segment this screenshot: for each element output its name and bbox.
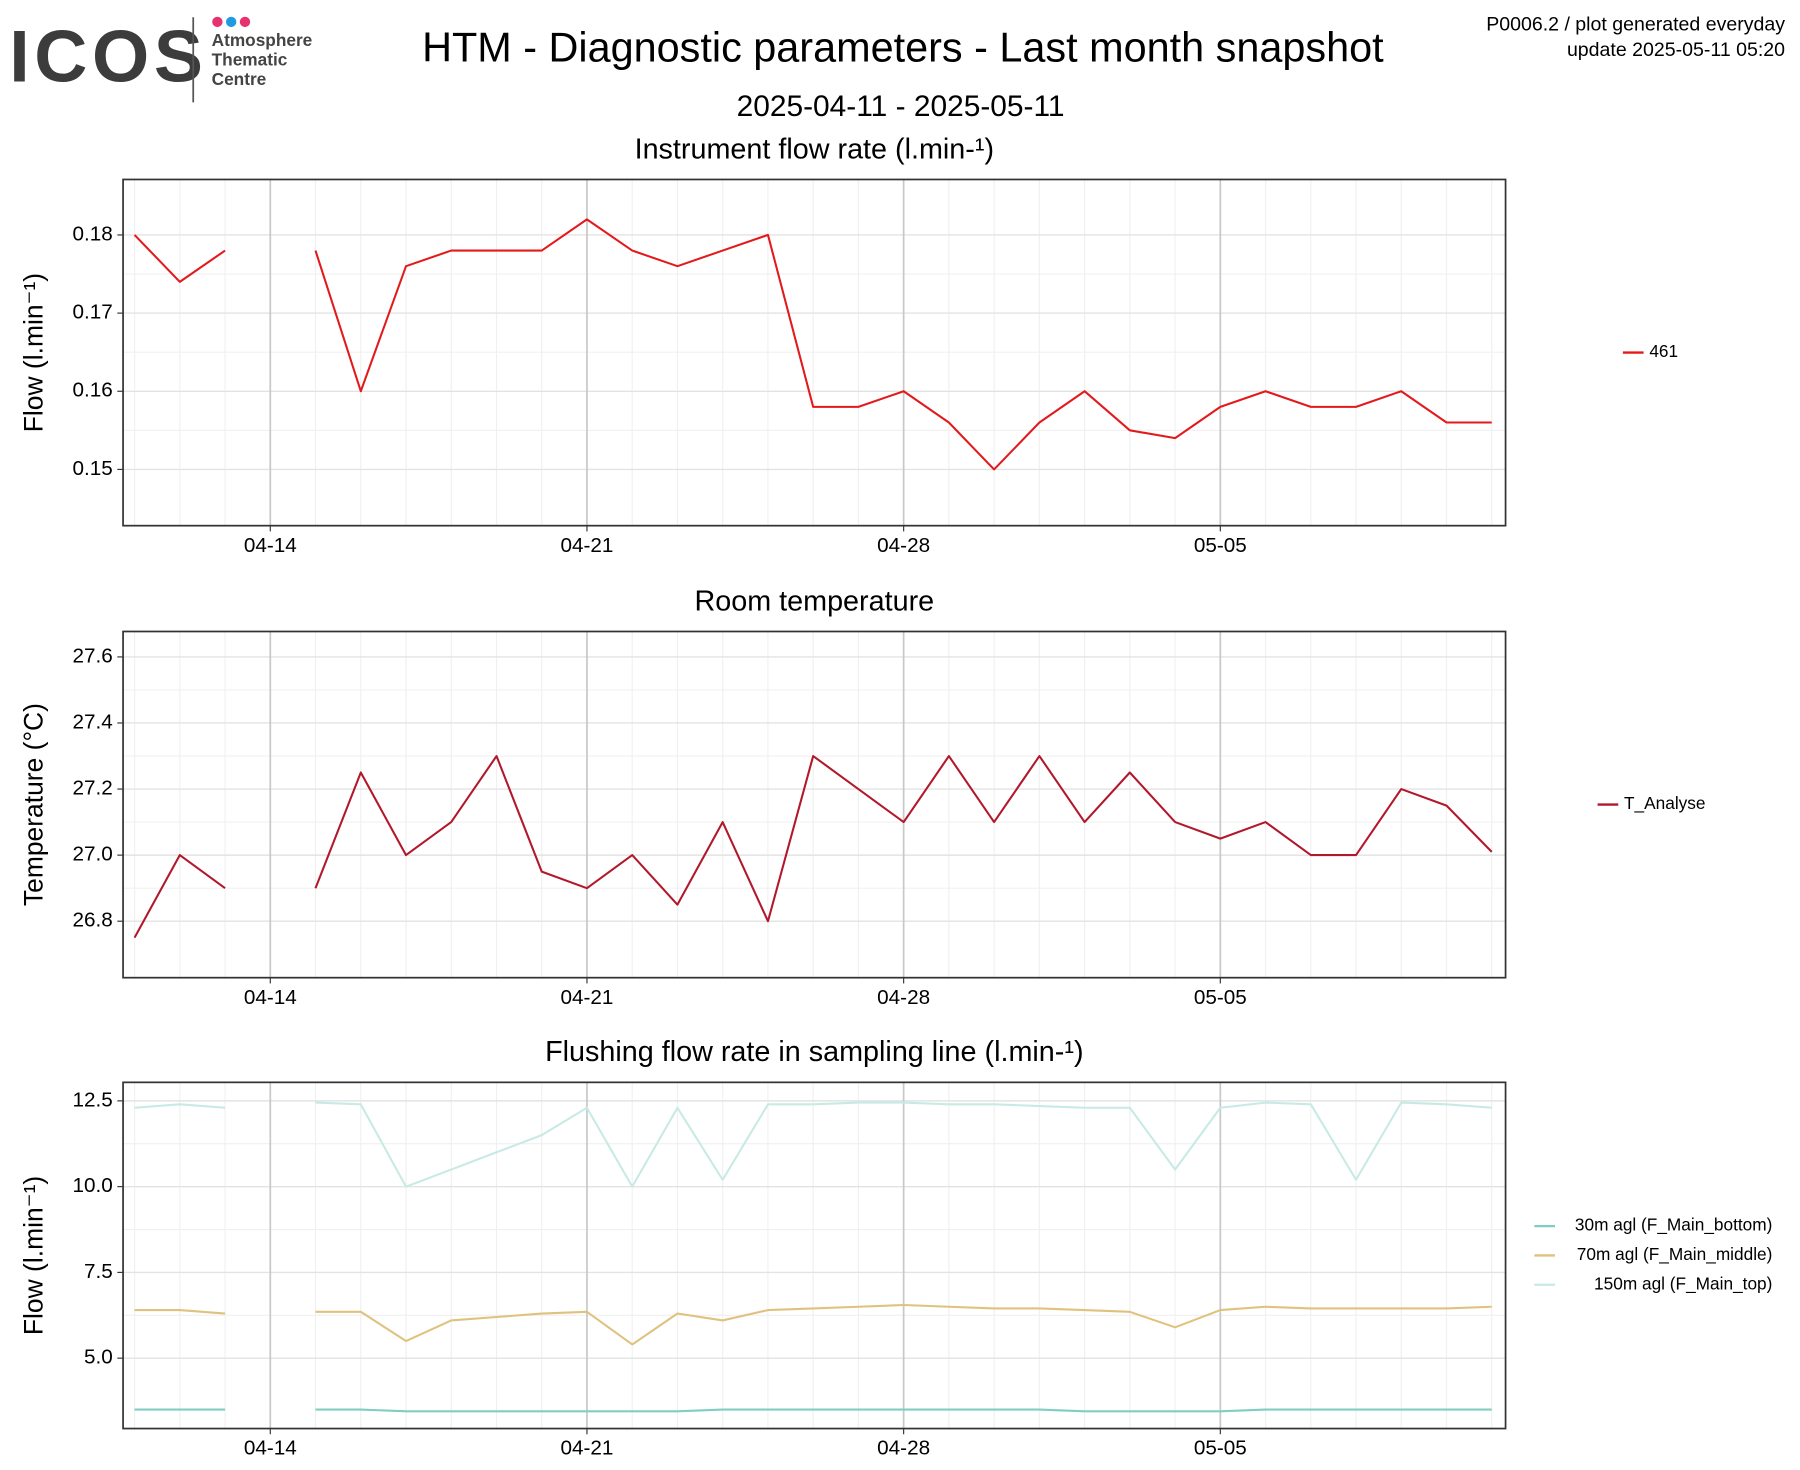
legend-label: 150m agl (F_Main_top) (1594, 1273, 1772, 1293)
logo-dot (226, 16, 237, 28)
page-subtitle: 2025-04-11 - 2025-05-11 (737, 90, 1065, 123)
legend-label: 30m agl (F_Main_bottom) (1575, 1215, 1773, 1235)
y-tick-label: 10.0 (72, 1174, 112, 1197)
chart-title: Flushing flow rate in sampling line (l.m… (545, 1036, 1083, 1068)
logo-dot (212, 16, 223, 28)
series-line (134, 1101, 1492, 1188)
x-tick-label: 04-28 (877, 534, 930, 557)
x-tick-label: 04-21 (561, 1437, 614, 1460)
y-axis-label: Temperature (°C) (19, 703, 49, 906)
legend-label: 461 (1649, 341, 1678, 361)
page-title: HTM - Diagnostic parameters - Last month… (422, 25, 1384, 71)
plot-frame (122, 178, 1507, 527)
series-line (133, 755, 1493, 939)
logo-dot (239, 16, 251, 28)
legend-label: T_Analyse (1624, 793, 1706, 813)
legend-label: 70m agl (F_Main_middle) (1577, 1244, 1773, 1264)
x-tick-label: 05-05 (1194, 986, 1247, 1009)
chart-title: Instrument flow rate (l.min-¹) (635, 133, 994, 165)
x-tick-label: 05-05 (1194, 534, 1247, 557)
series-line (134, 1408, 1492, 1413)
y-tick-label: 27.2 (72, 777, 112, 800)
x-tick-label: 04-14 (244, 986, 297, 1009)
y-tick-label: 7.5 (84, 1260, 113, 1283)
y-tick-label: 0.16 (72, 379, 112, 402)
series-line (134, 1303, 1492, 1346)
x-tick-label: 04-28 (877, 1437, 930, 1460)
y-tick-label: 26.8 (72, 909, 112, 932)
x-tick-label: 05-05 (1194, 1437, 1247, 1460)
plot-frame (122, 630, 1507, 979)
y-tick-label: 0.15 (72, 457, 112, 480)
y-tick-label: 0.18 (72, 222, 112, 245)
y-tick-label: 0.17 (72, 301, 112, 324)
logo-text: Atmosphere (212, 30, 313, 50)
x-tick-label: 04-21 (561, 986, 614, 1009)
y-axis-label: Flow (l.min⁻¹) (19, 1176, 49, 1335)
x-tick-label: 04-14 (244, 1437, 297, 1460)
logo-text: Centre (212, 69, 267, 89)
note: update 2025-05-11 05:20 (1567, 39, 1785, 61)
x-tick-label: 04-14 (244, 534, 297, 557)
y-tick-label: 12.5 (72, 1088, 112, 1111)
plot-background (123, 631, 1506, 978)
y-tick-label: 27.0 (72, 843, 112, 866)
y-tick-label: 5.0 (84, 1346, 113, 1369)
logo: ICOS (9, 15, 207, 98)
note: P0006.2 / plot generated everyday (1486, 14, 1785, 36)
logo-text: Thematic (212, 50, 288, 70)
y-tick-label: 27.4 (72, 710, 112, 733)
series-line (133, 218, 1492, 471)
chart-title: Room temperature (694, 585, 934, 617)
x-tick-label: 04-28 (877, 986, 930, 1009)
x-tick-label: 04-21 (561, 534, 614, 557)
y-axis-label: Flow (l.min⁻¹) (19, 273, 49, 432)
plot-background (123, 1082, 1506, 1429)
y-tick-label: 27.6 (72, 644, 112, 667)
plot-frame (122, 1081, 1507, 1430)
